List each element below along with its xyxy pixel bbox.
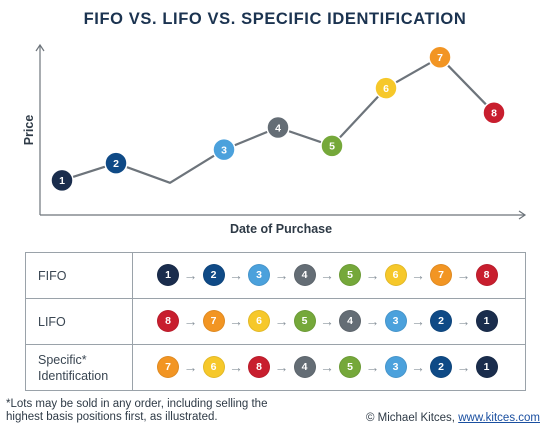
lot-dot xyxy=(320,134,344,158)
lot-marker-1: 1 xyxy=(50,168,74,193)
arrow-right-icon: → xyxy=(456,359,471,375)
lot-badge-1: 1 xyxy=(475,310,498,332)
lot-number: 4 xyxy=(275,122,281,134)
row-label-fifo: FIFO xyxy=(26,253,133,298)
lot-number: 1 xyxy=(59,175,65,187)
sequence-lifo: 8 → 7 → 6 → 5 → 4 → 3 → 2 → 1 xyxy=(143,299,513,344)
x-axis-arrowhead xyxy=(518,210,527,220)
lot-dot xyxy=(428,45,452,70)
lot-badge-6: 6 xyxy=(384,264,407,286)
credit-line: © Michael Kitces, www.kitces.com xyxy=(366,412,540,424)
arrow-right-icon: → xyxy=(411,359,425,375)
lot-badge-5: 5 xyxy=(339,264,361,286)
table-row-specific: Specific* Identification 7 → 6 → 8 → 4 → 5 → 3 → 2 → 1 xyxy=(26,345,525,390)
lot-marker-2: 2 xyxy=(104,151,128,175)
lot-badge-8: 8 xyxy=(248,356,270,378)
sale-order-table: FIFO 1 → 2 → 3 → 4 → 5 → 6 → 7 → 8 LIFO 8 → 7 → 6 → 5 → 4 → 3 → 2 →… xyxy=(25,252,526,391)
chart-axes xyxy=(35,43,527,220)
arrow-right-icon: → xyxy=(365,267,380,283)
lot-dot xyxy=(212,137,236,162)
sequence-specific: 7 → 6 → 8 → 4 → 5 → 3 → 2 → 1 xyxy=(143,345,513,390)
price-line-chart: 1 2 3 4 5 6 7 8 Date of Purchase Price xyxy=(22,43,527,236)
row-label-lifo: LIFO xyxy=(26,299,133,344)
arrow-right-icon: → xyxy=(320,359,334,375)
footnote: *Lots may be sold in any order, includin… xyxy=(6,398,268,423)
lot-badge-3: 3 xyxy=(384,310,407,332)
lot-badge-3: 3 xyxy=(384,356,407,378)
lot-badge-2: 2 xyxy=(430,356,452,378)
lot-badge-6: 6 xyxy=(248,310,270,332)
lot-number: 5 xyxy=(329,141,335,153)
lot-badge-4: 4 xyxy=(339,310,361,332)
arrow-right-icon: → xyxy=(183,267,198,283)
arrow-right-icon: → xyxy=(456,267,471,283)
lot-badge-4: 4 xyxy=(293,356,316,378)
arrow-right-icon: → xyxy=(365,359,380,375)
lot-badge-4: 4 xyxy=(293,264,316,286)
lot-number: 6 xyxy=(383,83,389,95)
lot-badge-1: 1 xyxy=(475,356,498,378)
row-label-specific: Specific* Identification xyxy=(26,345,133,390)
arrow-right-icon: → xyxy=(411,267,425,283)
arrow-right-icon: → xyxy=(456,313,471,329)
sequence-fifo: 1 → 2 → 3 → 4 → 5 → 6 → 7 → 8 xyxy=(143,253,513,298)
lot-number: 7 xyxy=(437,52,443,64)
lot-dot xyxy=(482,100,506,125)
lot-badge-7: 7 xyxy=(430,264,452,286)
lot-badge-1: 1 xyxy=(157,264,179,286)
arrow-right-icon: → xyxy=(274,359,289,375)
y-axis-label: Price xyxy=(22,115,36,146)
arrow-right-icon: → xyxy=(229,359,243,375)
lot-dot xyxy=(104,151,128,175)
lot-badge-8: 8 xyxy=(157,310,179,332)
lot-dot xyxy=(374,76,398,100)
lot-badge-8: 8 xyxy=(475,264,498,286)
figure-title: FIFO VS. LIFO VS. SPECIFIC IDENTIFICATIO… xyxy=(83,10,467,28)
y-axis-arrowhead xyxy=(35,43,45,52)
lot-marker-4: 4 xyxy=(266,115,290,140)
arrow-right-icon: → xyxy=(274,313,289,329)
credit-link[interactable]: www.kitces.com xyxy=(458,412,540,424)
lot-number: 8 xyxy=(491,107,497,119)
lot-badge-7: 7 xyxy=(202,310,225,332)
arrow-right-icon: → xyxy=(183,359,198,375)
arrow-right-icon: → xyxy=(229,313,243,329)
lot-marker-8: 8 xyxy=(482,100,506,125)
arrow-right-icon: → xyxy=(365,313,380,329)
table-row-fifo: FIFO 1 → 2 → 3 → 4 → 5 → 6 → 7 → 8 xyxy=(26,253,525,299)
lot-marker-5: 5 xyxy=(320,134,344,158)
arrow-right-icon: → xyxy=(411,313,425,329)
lot-badge-7: 7 xyxy=(157,356,179,378)
lot-dot xyxy=(50,168,74,193)
lot-marker-6: 6 xyxy=(374,76,398,100)
lot-badge-2: 2 xyxy=(202,264,225,286)
lot-badge-2: 2 xyxy=(430,310,452,332)
arrow-right-icon: → xyxy=(274,267,289,283)
arrow-right-icon: → xyxy=(320,267,334,283)
arrow-right-icon: → xyxy=(229,267,243,283)
lot-dot xyxy=(266,115,290,140)
arrow-right-icon: → xyxy=(183,313,198,329)
lot-badge-3: 3 xyxy=(248,264,270,286)
lot-number: 2 xyxy=(113,158,119,170)
lot-badge-5: 5 xyxy=(293,310,316,332)
lot-badge-5: 5 xyxy=(339,356,361,378)
lot-marker-3: 3 xyxy=(212,137,236,162)
lot-badge-6: 6 xyxy=(202,356,225,378)
lot-markers: 1 2 3 4 5 6 7 8 xyxy=(50,45,506,193)
table-row-lifo: LIFO 8 → 7 → 6 → 5 → 4 → 3 → 2 → 1 xyxy=(26,299,525,345)
lot-marker-7: 7 xyxy=(428,45,452,70)
arrow-right-icon: → xyxy=(320,313,334,329)
credit-text: © Michael Kitces, xyxy=(365,412,455,424)
x-axis-label: Date of Purchase xyxy=(230,222,332,236)
lot-number: 3 xyxy=(221,144,227,156)
